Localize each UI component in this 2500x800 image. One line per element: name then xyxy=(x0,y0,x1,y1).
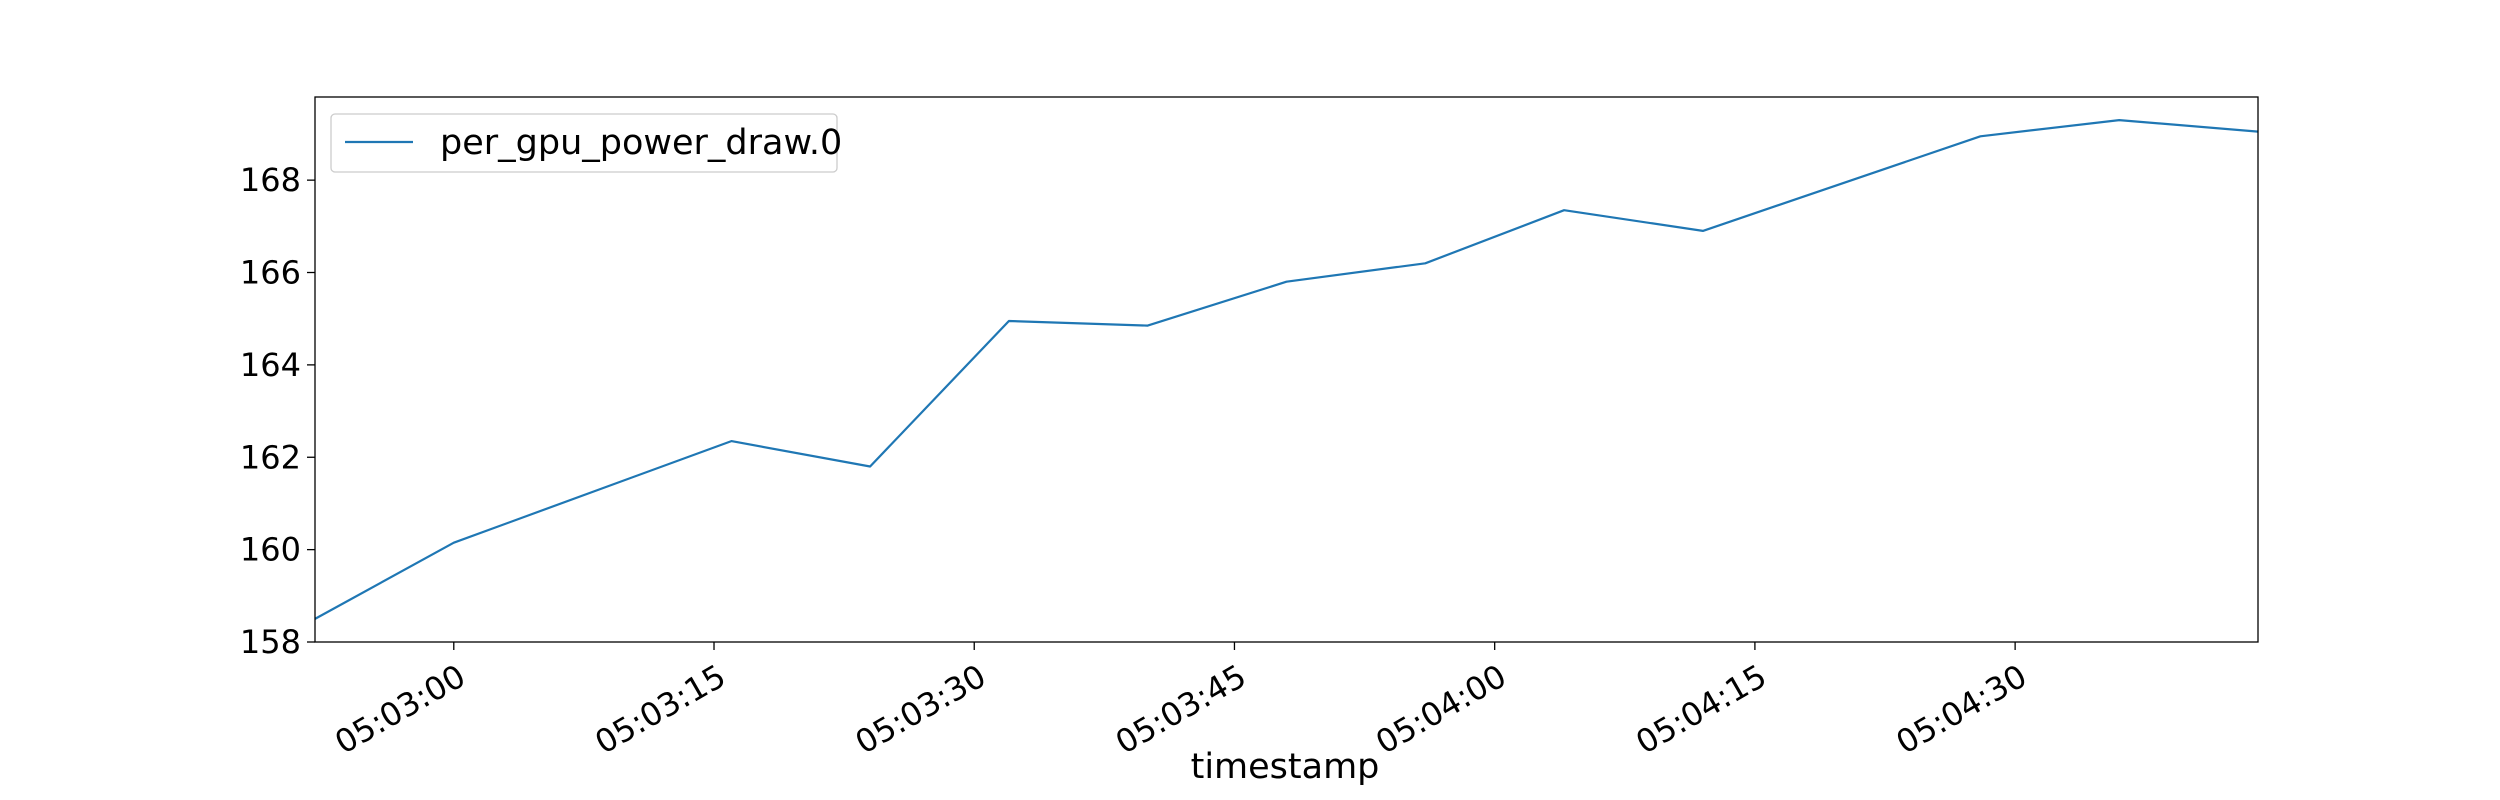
legend-box xyxy=(330,113,838,173)
plot-frame xyxy=(314,96,2259,643)
x-tick-label-3: 05:03:45 xyxy=(1109,657,1252,762)
x-tick-label-5: 05:04:15 xyxy=(1629,657,1772,762)
series-line-0 xyxy=(314,118,2259,620)
x-tick-label-1: 05:03:15 xyxy=(589,657,732,762)
x-tick-label-0: 05:03:00 xyxy=(328,657,471,762)
y-tick-label-4: 166 xyxy=(240,254,301,292)
legend-label-0: per_gpu_power_draw.0 xyxy=(440,123,842,163)
y-tick-label-1: 160 xyxy=(240,531,301,569)
y-tick-label-2: 162 xyxy=(240,438,301,476)
x-tick-label-6: 05:04:30 xyxy=(1890,657,2033,762)
y-tick-label-0: 158 xyxy=(240,623,301,661)
x-tick-label-4: 05:04:00 xyxy=(1369,657,1512,762)
plot-area xyxy=(314,96,2259,643)
x-axis: 05:03:00 05:03:15 05:03:30 05:03:45 05:04:00… xyxy=(328,642,2033,762)
x-axis-title: timestamp xyxy=(1191,747,1380,787)
legend: per_gpu_power_draw.0 xyxy=(330,113,842,173)
y-tick-label-3: 164 xyxy=(240,346,301,384)
x-tick-label-2: 05:03:30 xyxy=(849,657,992,762)
y-axis: 158 160 162 164 166 168 xyxy=(240,161,315,661)
y-tick-label-5: 168 xyxy=(240,161,301,199)
